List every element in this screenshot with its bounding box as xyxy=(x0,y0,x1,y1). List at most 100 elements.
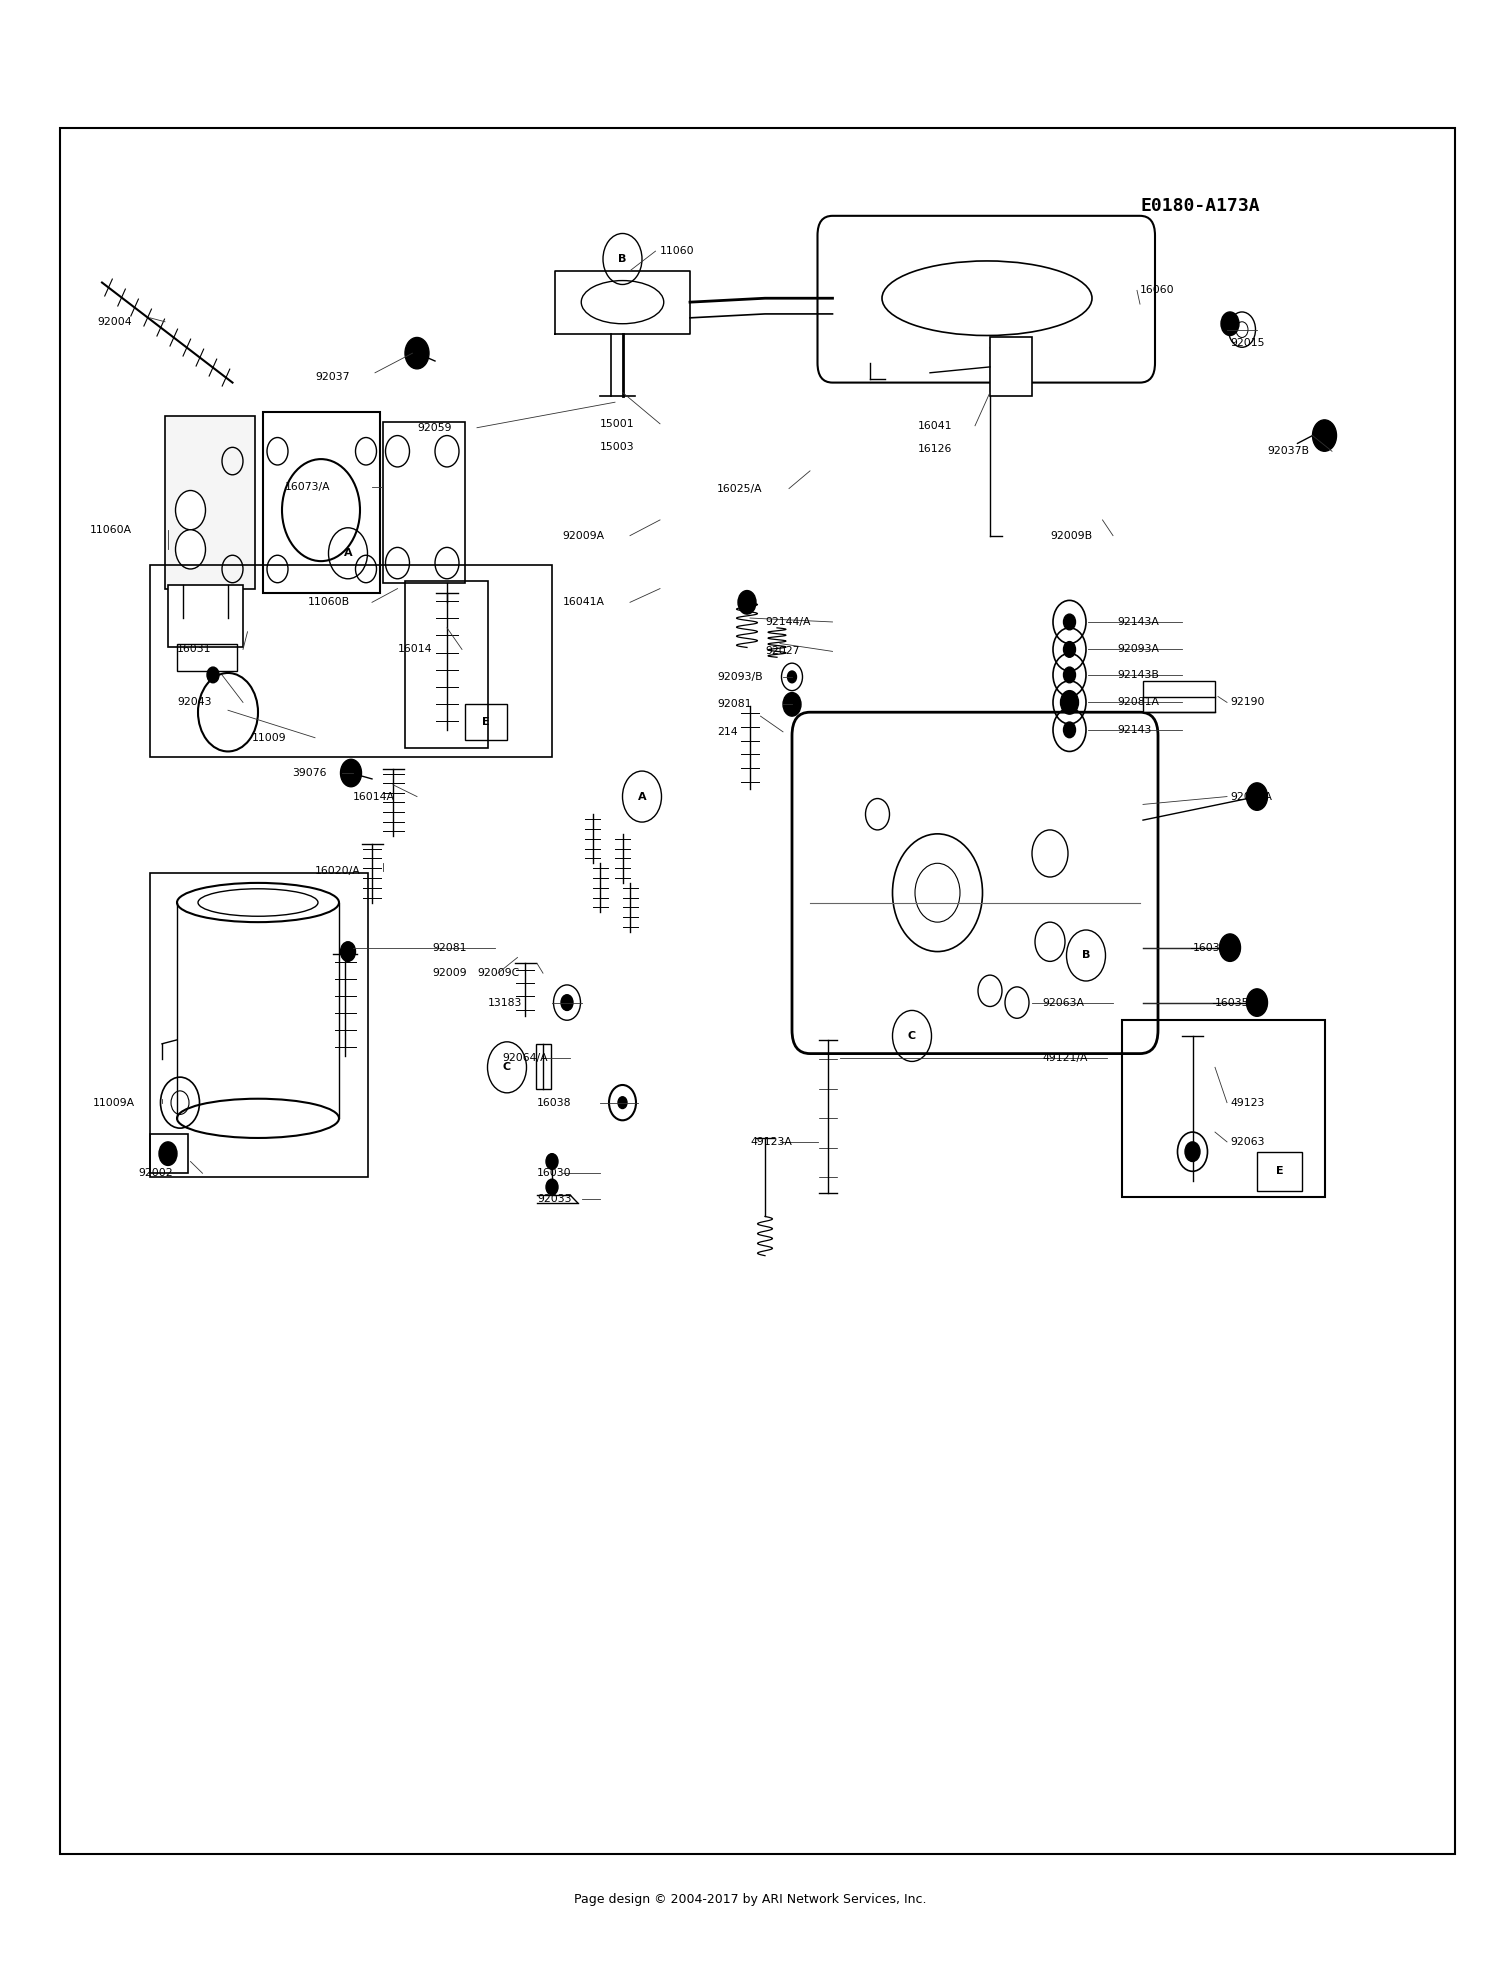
Text: 11060: 11060 xyxy=(660,245,694,257)
Text: 11009A: 11009A xyxy=(93,1097,135,1109)
Circle shape xyxy=(783,693,801,716)
Bar xyxy=(168,585,243,647)
Bar xyxy=(465,704,507,740)
FancyBboxPatch shape xyxy=(818,216,1155,383)
Text: 92093/B: 92093/B xyxy=(717,671,762,683)
Bar xyxy=(1122,1020,1324,1197)
Bar xyxy=(536,1044,550,1089)
Text: 92143: 92143 xyxy=(1118,724,1152,736)
Text: 92190: 92190 xyxy=(1230,697,1264,708)
Text: E: E xyxy=(482,716,490,728)
Text: B: B xyxy=(1082,950,1090,961)
Circle shape xyxy=(1246,989,1268,1016)
Text: 11060B: 11060B xyxy=(308,596,350,608)
Circle shape xyxy=(176,530,206,569)
Text: 92009B: 92009B xyxy=(1050,530,1092,542)
Text: 92009A: 92009A xyxy=(562,530,604,542)
Circle shape xyxy=(176,490,206,530)
Bar xyxy=(262,412,380,593)
Circle shape xyxy=(1220,934,1240,961)
Text: 92081: 92081 xyxy=(432,942,466,954)
Text: C: C xyxy=(503,1061,512,1073)
Bar xyxy=(382,422,465,583)
Circle shape xyxy=(340,942,356,961)
Text: E0180-A173A: E0180-A173A xyxy=(1140,196,1260,216)
Text: 16025/A: 16025/A xyxy=(717,483,762,494)
Circle shape xyxy=(1060,691,1078,714)
Circle shape xyxy=(1312,420,1336,451)
Bar xyxy=(60,128,1455,1854)
Text: 92009: 92009 xyxy=(432,967,466,979)
Text: 16041: 16041 xyxy=(918,420,952,432)
Text: 16126: 16126 xyxy=(918,443,952,455)
Circle shape xyxy=(1064,614,1076,630)
Circle shape xyxy=(1185,1142,1200,1162)
Circle shape xyxy=(561,995,573,1010)
Text: B: B xyxy=(618,253,627,265)
Text: 15001: 15001 xyxy=(600,418,634,430)
Bar xyxy=(150,873,368,1177)
Text: 92033: 92033 xyxy=(537,1193,572,1205)
Text: 92004: 92004 xyxy=(98,316,132,328)
Text: 16038: 16038 xyxy=(537,1097,572,1109)
Text: 92037B: 92037B xyxy=(1268,445,1310,457)
Text: 92081: 92081 xyxy=(717,698,752,710)
Text: 92063: 92063 xyxy=(1230,1136,1264,1148)
Text: E: E xyxy=(1275,1165,1284,1177)
Text: 13183: 13183 xyxy=(488,997,522,1008)
Circle shape xyxy=(1064,667,1076,683)
Text: 16031: 16031 xyxy=(177,644,212,655)
Text: 39076: 39076 xyxy=(292,767,327,779)
Bar xyxy=(990,337,1032,396)
Text: A: A xyxy=(344,547,352,559)
Text: 16030: 16030 xyxy=(537,1167,572,1179)
Text: Page design © 2004-2017 by ARI Network Services, Inc.: Page design © 2004-2017 by ARI Network S… xyxy=(573,1893,926,1905)
Circle shape xyxy=(207,667,219,683)
Bar xyxy=(1257,1152,1302,1191)
Bar xyxy=(405,581,488,748)
Text: 92015: 92015 xyxy=(1230,337,1264,349)
Circle shape xyxy=(159,1142,177,1165)
Text: 16035/C: 16035/C xyxy=(1192,942,1239,954)
Circle shape xyxy=(738,591,756,614)
Circle shape xyxy=(546,1154,558,1169)
Text: 92043: 92043 xyxy=(177,697,212,708)
Text: 92009C: 92009C xyxy=(477,967,519,979)
FancyBboxPatch shape xyxy=(792,712,1158,1054)
Text: C: C xyxy=(908,1030,916,1042)
Bar xyxy=(177,644,237,671)
Text: 92093A: 92093A xyxy=(1118,644,1160,655)
Text: 92002: 92002 xyxy=(138,1167,172,1179)
Text: 92144/A: 92144/A xyxy=(765,616,810,628)
Circle shape xyxy=(1246,783,1268,810)
Text: 92143A: 92143A xyxy=(1118,616,1160,628)
Text: 214: 214 xyxy=(717,726,738,738)
Circle shape xyxy=(340,759,362,787)
Bar xyxy=(165,416,255,589)
Text: 49123A: 49123A xyxy=(750,1136,792,1148)
Text: 49121/A: 49121/A xyxy=(1042,1052,1088,1063)
Ellipse shape xyxy=(882,261,1092,336)
Bar xyxy=(150,565,552,757)
Text: 16060: 16060 xyxy=(1140,284,1174,296)
Circle shape xyxy=(788,671,796,683)
Circle shape xyxy=(618,1097,627,1109)
Text: 16014: 16014 xyxy=(398,644,432,655)
Text: A: A xyxy=(638,791,646,802)
Text: 16035A/B: 16035A/B xyxy=(1215,997,1267,1008)
Text: 92063A: 92063A xyxy=(1042,997,1084,1008)
Circle shape xyxy=(1064,722,1076,738)
Circle shape xyxy=(405,337,429,369)
Text: 49123: 49123 xyxy=(1230,1097,1264,1109)
Text: 16041A: 16041A xyxy=(562,596,604,608)
Text: 11009: 11009 xyxy=(252,732,286,744)
Text: 92143B: 92143B xyxy=(1118,669,1160,681)
Text: 92037: 92037 xyxy=(315,371,350,383)
Text: 92027: 92027 xyxy=(765,645,800,657)
Text: 16073/A: 16073/A xyxy=(285,481,330,492)
Text: 92081A: 92081A xyxy=(1118,697,1160,708)
Text: 11060A: 11060A xyxy=(90,524,132,536)
Text: 92059: 92059 xyxy=(417,422,452,434)
Bar xyxy=(1143,681,1215,712)
Circle shape xyxy=(1221,312,1239,336)
